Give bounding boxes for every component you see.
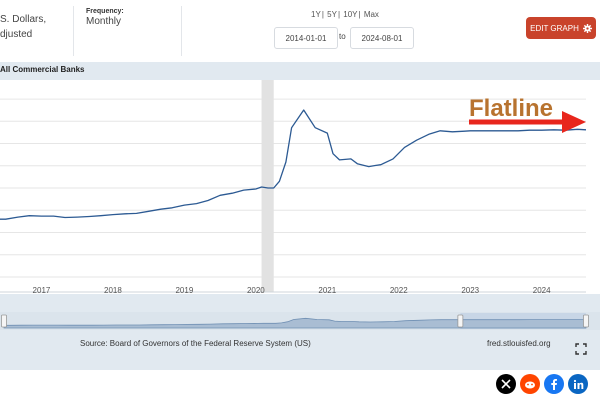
x-tick-label: 2020 <box>247 286 265 295</box>
frequency-value: Monthly <box>86 16 122 27</box>
x-tick-label: 2023 <box>461 286 479 295</box>
x-icon[interactable] <box>496 374 516 394</box>
arrow-head-icon <box>562 111 586 133</box>
frequency-label: Frequency: <box>86 8 124 15</box>
series-line <box>0 109 587 220</box>
x-tick-label: 2017 <box>33 286 51 295</box>
chart-title: All Commercial Banks <box>0 65 85 74</box>
x-tick-label: 2022 <box>390 286 408 295</box>
linkedin-icon[interactable] <box>568 374 588 394</box>
flatline-annotation: Flatline <box>469 95 553 122</box>
line-chart: 2017 2018 2019 2020 2021 2022 2023 2024 Flatlin… <box>0 80 600 295</box>
header-divider <box>181 6 182 56</box>
facebook-icon[interactable] <box>544 374 564 394</box>
x-tick-label: 2018 <box>104 286 122 295</box>
range-1y[interactable]: 1Y <box>311 10 321 19</box>
gear-icon <box>582 23 592 33</box>
x-tick-label: 2019 <box>175 286 193 295</box>
range-max[interactable]: Max <box>363 10 379 19</box>
navigator-handle[interactable] <box>1 314 7 328</box>
reddit-icon[interactable] <box>520 374 540 394</box>
range-selector: 1Y| 5Y| 10Y| Max <box>311 10 379 19</box>
recession-band <box>261 80 274 292</box>
fullscreen-icon[interactable] <box>575 343 587 355</box>
start-date-input[interactable]: 2014-01-01 <box>274 27 338 49</box>
range-10y[interactable]: 10Y <box>343 10 358 19</box>
end-date-input[interactable]: 2024-08-01 <box>350 27 414 49</box>
date-to-label: to <box>339 32 346 41</box>
edit-graph-label: EDIT GRAPH <box>530 23 579 33</box>
range-navigator[interactable] <box>0 312 600 330</box>
units-line-1: S. Dollars, <box>0 14 47 25</box>
fred-link[interactable]: fred.stlouisfed.org <box>487 339 551 348</box>
navigator-handle[interactable] <box>583 314 589 328</box>
units-line-2: djusted <box>0 29 33 40</box>
units-label: S. Dollars, djusted <box>0 12 46 42</box>
edit-graph-button[interactable]: EDIT GRAPH <box>526 17 596 39</box>
navigator-series <box>3 317 587 329</box>
header-divider <box>73 6 74 56</box>
navigator-handle[interactable] <box>457 314 464 328</box>
x-tick-label: 2024 <box>533 286 551 295</box>
x-tick-label: 2021 <box>318 286 336 295</box>
source-note: Source: Board of Governors of the Federa… <box>80 339 311 348</box>
range-5y[interactable]: 5Y <box>327 10 337 19</box>
